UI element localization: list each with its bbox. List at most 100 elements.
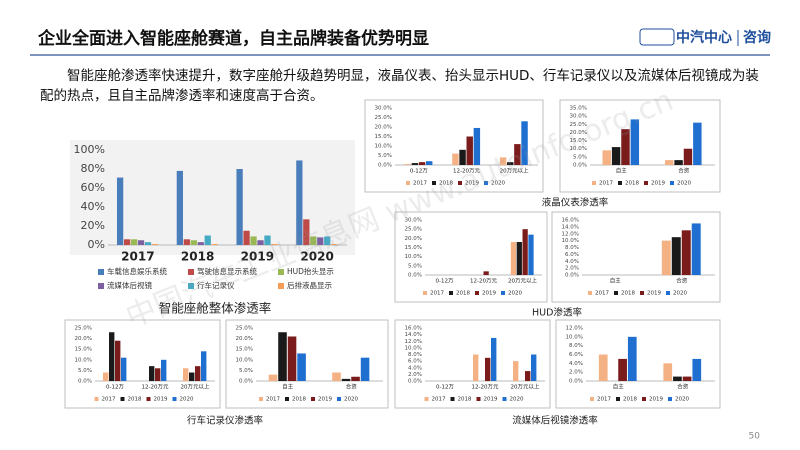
paragraph: 智能座舱渗透率快速提升，数字座舱升级趋势明显，液晶仪表、抬头显示HUD、行车记录… [40,68,759,104]
bar [683,148,693,165]
bar [466,136,473,165]
y-tick-label: 12.0% [562,231,579,237]
y-tick-label: 5.0% [573,154,587,160]
bar [183,239,190,245]
x-tick-label: 0-12万 [410,168,428,175]
logo-sub: 咨询 [743,29,771,46]
bar [611,147,621,165]
bar [183,368,189,381]
y-tick-label: 2.0% [408,372,422,378]
bar [303,219,310,245]
legend-label: 2020 [508,291,522,297]
legend-label: 2019 [647,291,661,297]
bar [250,236,257,245]
y-tick-label: 15.0% [405,245,422,251]
legend-swatch [476,397,481,401]
bar [360,357,370,381]
x-tick-label: 20万元以上 [511,383,540,391]
x-tick-label: 12-20万元 [472,384,499,391]
bar [671,237,681,275]
y-tick-label: 40% [81,200,105,213]
y-tick-label: 15.0% [236,347,253,353]
legend-label: 车载信息娱乐系统 [107,266,167,276]
bar [691,223,701,275]
y-tick-label: 4.0% [565,259,579,265]
y-tick-label: 20.0% [405,236,422,242]
y-tick-label: 5.0% [408,263,422,269]
bar [514,144,521,165]
y-tick-label: 5.0% [78,368,92,374]
x-tick-label: 0-12万 [436,278,454,285]
y-tick-label: 4.0% [569,361,583,367]
y-tick-label: 10.0% [562,238,579,244]
x-tick-label: 自主 [613,383,625,391]
y-tick-label: 2.0% [565,266,579,272]
bar [341,378,351,381]
bar [201,351,207,381]
y-tick-label: 35.0% [570,106,587,112]
bar [317,237,324,245]
bar [121,357,127,381]
legend-label: 2018 [623,397,637,403]
y-tick-label: 10.0% [405,254,422,260]
bar [682,376,692,381]
bar [331,244,338,245]
legend-swatch [278,283,284,289]
bar [204,235,211,245]
legend-swatch [94,397,99,401]
chart-caption: HUD渗透率 [532,307,582,319]
x-tick-label: 0-12万 [106,384,124,391]
legend-label: 2017 [597,397,611,403]
bar [485,357,491,381]
legend-swatch [484,181,488,185]
bar [459,149,466,165]
bar [452,153,459,165]
y-tick-label: 15.0% [375,134,392,140]
x-tick-label: 合资 [346,383,358,391]
bar [190,240,197,245]
y-tick-label: 60% [81,181,105,194]
bar [692,358,702,381]
legend-label: 2018 [292,397,306,403]
x-tick-label: 12-20万元 [453,168,480,175]
y-tick-label: 5.0% [239,368,253,374]
bar [195,366,201,381]
legend-swatch [424,397,429,401]
legend-label: 2018 [625,181,639,187]
x-tick-label: 20万元以上 [500,167,529,175]
bar [522,229,528,275]
bar [521,121,528,165]
legend-swatch [670,181,674,185]
legend-swatch [644,181,648,185]
y-tick-label: 100% [74,143,105,156]
bar [404,164,411,165]
legend-label: 2017 [266,397,280,403]
x-tick-label: 12-20万元 [142,384,169,391]
x-tick-label: 0-12万 [436,384,454,391]
y-tick-label: 10.0% [375,144,392,150]
chart-caption: 液晶仪表渗透率 [542,197,609,209]
legend-swatch [475,291,479,295]
y-tick-label: 30.0% [405,218,422,224]
x-tick-label: 20万元以上 [181,383,210,391]
bar [627,336,637,381]
bar [693,122,702,165]
y-tick-label: 20.0% [236,336,253,342]
bar [665,160,674,165]
bar [411,163,419,165]
legend-label: 2020 [675,397,689,403]
legend-swatch [588,291,592,295]
legend-swatch [406,181,410,185]
y-tick-label: 25.0% [236,326,253,332]
bar [296,160,303,245]
legend-swatch [640,291,644,295]
legend-swatch [450,397,455,401]
bar [310,236,317,245]
bar [663,363,673,381]
bar [674,160,683,165]
legend-label: 2017 [432,397,446,403]
legend-label: 2018 [439,181,453,187]
legend-swatch [285,397,289,401]
